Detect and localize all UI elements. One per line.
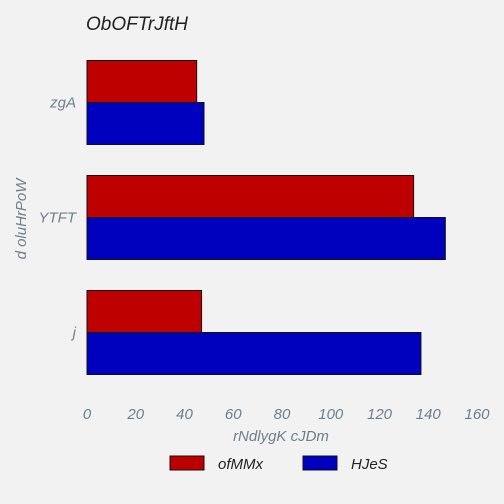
y-axis-label: d oluHrPoW xyxy=(13,177,30,260)
bar-ofMMx-YTFT xyxy=(86,175,415,218)
legend-label-HJeS: HJeS xyxy=(351,456,388,473)
x-axis-label: rNdlygK cJDm xyxy=(233,428,329,445)
chart-title: ObOFTrJftH xyxy=(86,14,188,35)
x-tick-label: 100 xyxy=(318,406,344,423)
x-tick-label: 20 xyxy=(126,406,144,423)
bar-ofMMx-zgA xyxy=(86,60,198,103)
x-tick-label: 160 xyxy=(464,406,490,423)
legend-swatch-HJeS xyxy=(302,455,338,471)
category-label: YTFT xyxy=(39,210,78,227)
category-label: zgA xyxy=(49,95,76,112)
x-tick-label: 40 xyxy=(176,406,193,423)
legend-swatch-ofMMx xyxy=(169,455,205,471)
bars-group xyxy=(86,60,446,375)
bar-HJeS-zgA xyxy=(86,102,205,145)
bar-HJeS-YTFT xyxy=(86,217,446,260)
category-label: j xyxy=(71,325,77,342)
x-tick-label: 140 xyxy=(416,406,442,423)
x-tick-label: 0 xyxy=(83,406,92,423)
legend-label-ofMMx: ofMMx xyxy=(218,456,264,473)
x-tick-label: 80 xyxy=(274,406,291,423)
category-labels: zgA YTFT j xyxy=(39,95,78,342)
x-tick-label: 120 xyxy=(367,406,393,423)
x-tick-labels: 0 20 40 60 80 100 120 140 160 xyxy=(83,406,490,423)
legend: ofMMx HJeS xyxy=(169,455,388,473)
bar-HJeS-j xyxy=(86,332,422,375)
x-tick-label: 60 xyxy=(225,406,242,423)
bar-ofMMx-j xyxy=(86,290,203,333)
